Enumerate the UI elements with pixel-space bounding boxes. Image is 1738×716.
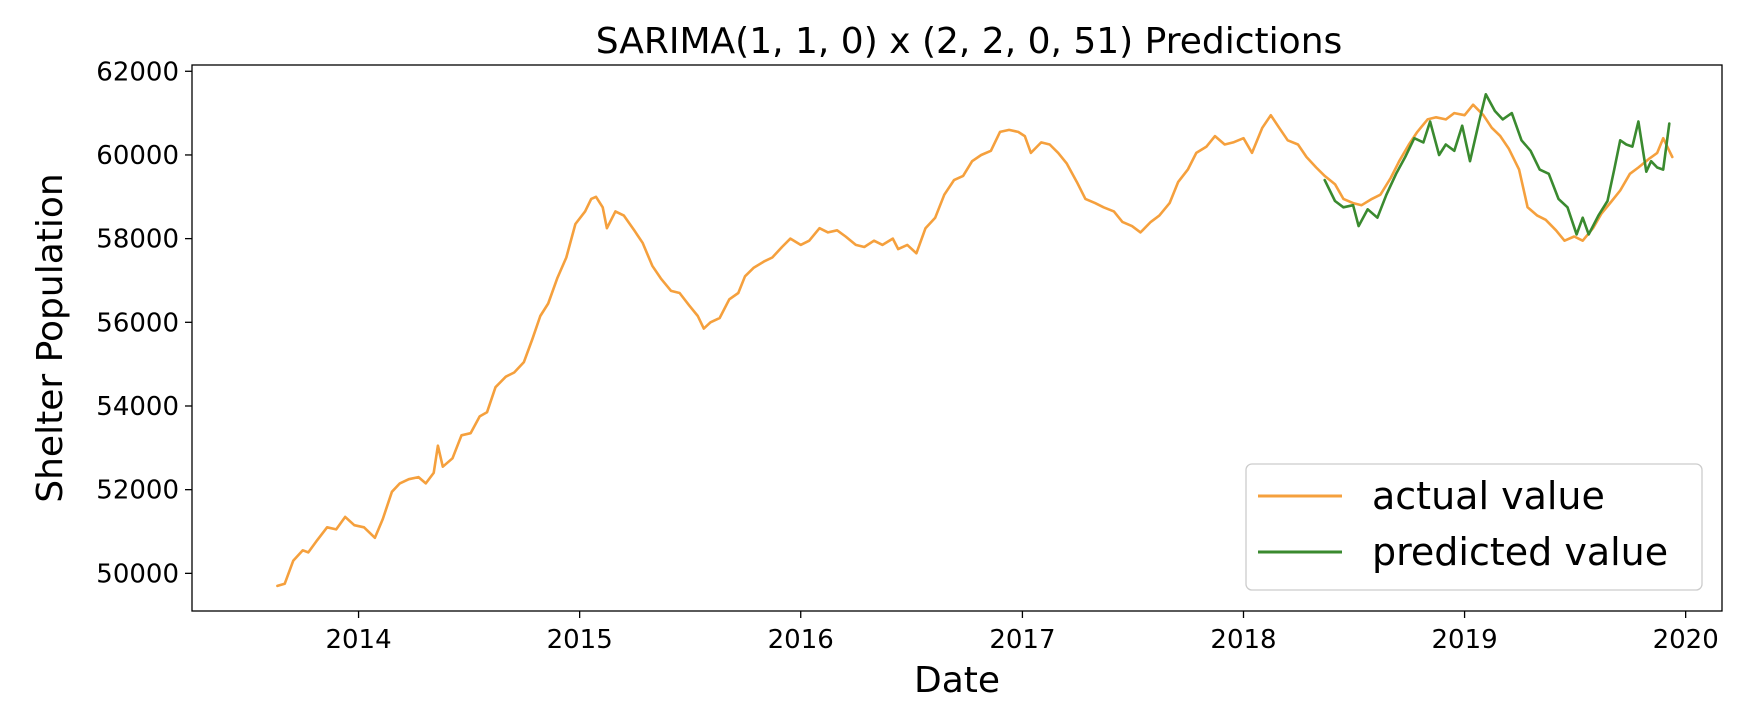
y-axis-label: Shelter Population: [30, 173, 71, 502]
x-axis-label: Date: [914, 660, 1000, 701]
series-line-actual-value: [276, 103, 1674, 588]
x-tick-label-2016: 2016: [768, 625, 834, 655]
y-tick-label-52000: 52000: [96, 476, 179, 506]
y-tick-label-58000: 58000: [96, 225, 179, 255]
series-layer: [276, 93, 1674, 588]
y-axis: 50000 52000 54000 56000 58000 60000 62000: [96, 57, 192, 589]
y-tick-label-62000: 62000: [96, 57, 179, 87]
x-tick-label-2019: 2019: [1431, 625, 1497, 655]
legend-label-predicted: predicted value: [1372, 530, 1668, 574]
chart-title: SARIMA(1, 1, 0) x (2, 2, 0, 51) Predicti…: [596, 21, 1343, 62]
legend-label-actual: actual value: [1372, 474, 1605, 518]
x-tick-label-2020: 2020: [1653, 625, 1719, 655]
series-line-predicted-value: [1323, 93, 1671, 236]
x-tick-label-2014: 2014: [325, 625, 391, 655]
legend-box: [1245, 463, 1703, 591]
y-tick-label-60000: 60000: [96, 141, 179, 171]
x-tick-label-2015: 2015: [547, 625, 613, 655]
x-axis: 2014 2015 2016 2017 2018 2019 2020: [325, 611, 1719, 655]
x-tick-label-2018: 2018: [1210, 625, 1276, 655]
plot-area: [191, 64, 1723, 612]
y-tick-label-56000: 56000: [96, 308, 179, 338]
y-tick-label-50000: 50000: [96, 559, 179, 589]
legend: actual value predicted value: [1245, 463, 1703, 591]
x-tick-label-2017: 2017: [989, 625, 1055, 655]
y-tick-label-54000: 54000: [96, 392, 179, 422]
